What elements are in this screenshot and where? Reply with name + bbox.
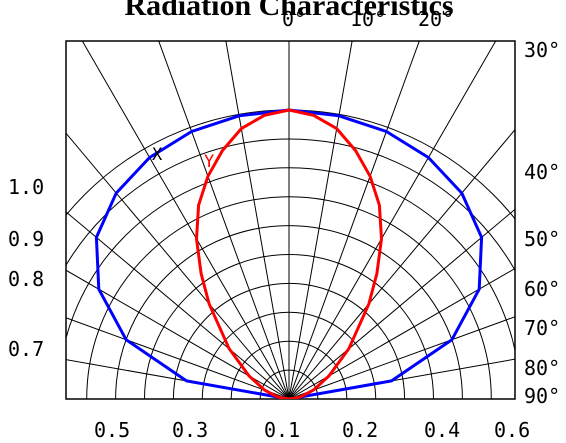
intensity-tick-0-8: 0.8 — [8, 267, 44, 291]
series-layer — [94, 108, 484, 399]
bottom-tick-0-5: 0.5 — [94, 418, 130, 442]
angle-tick-top-1: 10° — [350, 7, 386, 31]
grid-spoke — [288, 41, 497, 399]
angle-tick-top-0: 0° — [282, 7, 306, 31]
grid-spoke — [66, 269, 290, 399]
angle-tick-right-40: 40° — [524, 160, 560, 184]
grid-spoke — [225, 41, 290, 399]
grid-arc — [172, 282, 406, 399]
bottom-tick-0-1: 0.1 — [264, 418, 300, 442]
grid-arc — [115, 225, 463, 399]
grid-arc — [230, 340, 348, 399]
angle-tick-right-70: 70° — [524, 316, 560, 340]
chart-title: Radiation Characteristics — [124, 0, 454, 22]
angle-tick-right-30: 30° — [524, 38, 560, 62]
angle-tick-right-90: 90° — [524, 384, 560, 408]
series-label-x: X — [152, 145, 163, 165]
grid-spoke — [288, 358, 515, 399]
angle-tick-right-60: 60° — [524, 277, 560, 301]
grid-spoke — [158, 41, 290, 399]
angle-tick-right-80: 80° — [524, 356, 560, 380]
bottom-tick-0-6: 0.6 — [494, 418, 530, 442]
grid-spoke — [288, 208, 515, 399]
grid-arc — [86, 196, 492, 399]
bottom-tick-0-4: 0.4 — [424, 418, 460, 442]
grid-arc — [144, 254, 434, 399]
series-curve-y — [195, 108, 383, 399]
intensity-tick-0-7: 0.7 — [8, 337, 44, 361]
bottom-tick-0-3: 0.3 — [172, 418, 208, 442]
grid-spoke — [66, 359, 290, 399]
grid-spoke — [288, 41, 353, 399]
grid-spoke — [288, 41, 420, 399]
polar-grid — [66, 41, 515, 399]
grid-spoke — [288, 267, 515, 399]
intensity-tick-0-9: 0.9 — [8, 227, 44, 251]
grid-spoke — [288, 316, 515, 399]
grid-arc — [66, 167, 515, 354]
angle-tick-right-50: 50° — [524, 227, 560, 251]
grid-spoke — [81, 41, 290, 399]
bottom-tick-0-2: 0.2 — [342, 418, 378, 442]
grid-arc — [66, 138, 515, 272]
grid-spoke — [66, 317, 290, 399]
grid-spoke — [288, 128, 515, 399]
grid-arc — [201, 311, 377, 399]
angle-tick-top-2: 20° — [418, 7, 454, 31]
grid-spoke — [66, 132, 290, 399]
grid-spoke — [66, 211, 290, 399]
series-label-y: Y — [204, 152, 214, 172]
intensity-tick-1-0: 1.0 — [8, 175, 44, 199]
